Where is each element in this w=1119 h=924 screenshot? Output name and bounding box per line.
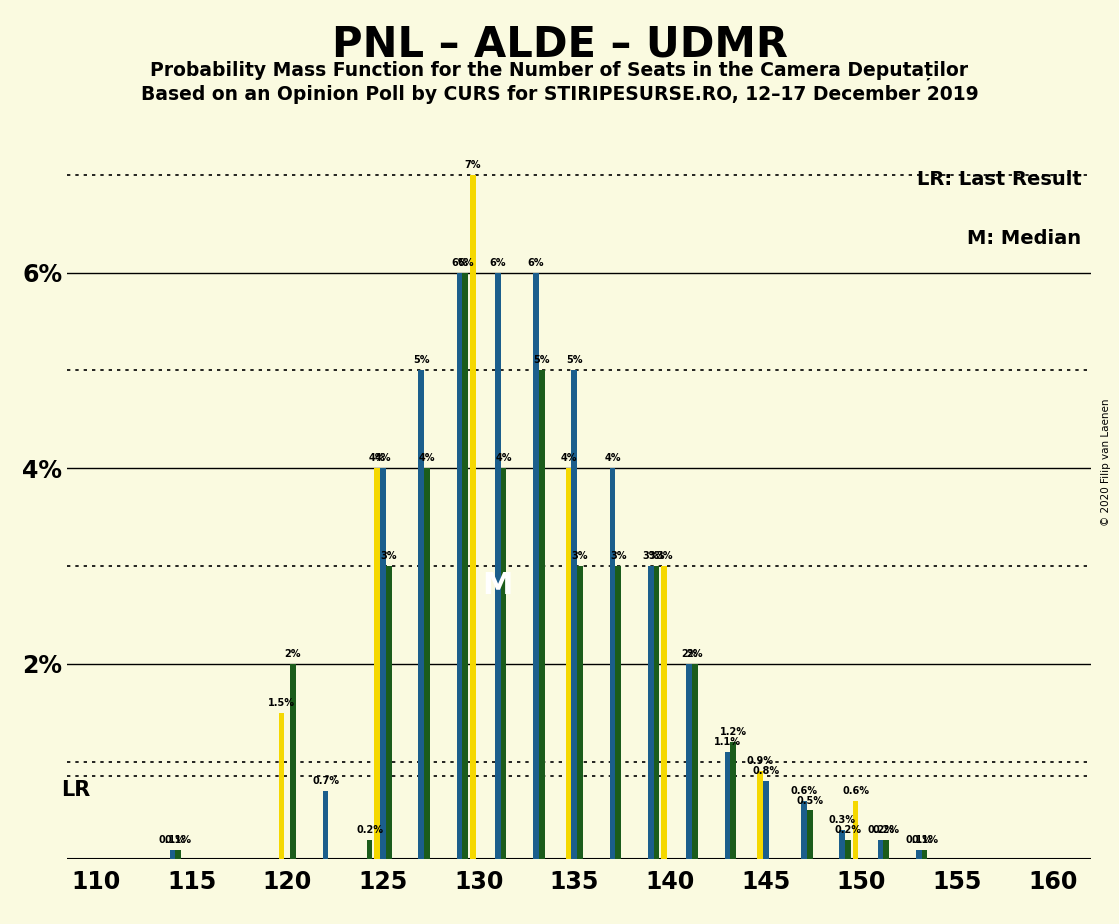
Bar	[170, 849, 176, 859]
Bar	[386, 565, 392, 859]
Bar	[845, 840, 850, 859]
Bar	[424, 468, 430, 859]
Text: 6%: 6%	[528, 258, 544, 268]
Bar	[758, 772, 763, 859]
Text: 2%: 2%	[680, 649, 697, 659]
Text: 0.6%: 0.6%	[790, 785, 818, 796]
Bar	[572, 371, 577, 859]
Text: 3%: 3%	[648, 551, 665, 561]
Text: 4%: 4%	[419, 454, 435, 463]
Text: 0.5%: 0.5%	[797, 796, 824, 806]
Text: 0.7%: 0.7%	[312, 776, 339, 786]
Text: 4%: 4%	[604, 454, 621, 463]
Text: 3%: 3%	[642, 551, 659, 561]
Text: 0.2%: 0.2%	[873, 825, 900, 835]
Bar	[692, 663, 698, 859]
Bar	[367, 840, 373, 859]
Bar	[533, 273, 539, 859]
Text: 4%: 4%	[496, 454, 511, 463]
Text: © 2020 Filip van Laenen: © 2020 Filip van Laenen	[1101, 398, 1110, 526]
Bar	[500, 468, 507, 859]
Text: 0.2%: 0.2%	[867, 825, 894, 835]
Text: 1.5%: 1.5%	[267, 698, 295, 708]
Bar	[176, 849, 181, 859]
Bar	[419, 371, 424, 859]
Text: 6%: 6%	[457, 258, 473, 268]
Text: 0.9%: 0.9%	[746, 757, 773, 766]
Bar	[615, 565, 621, 859]
Bar	[877, 840, 883, 859]
Bar	[883, 840, 890, 859]
Text: M: M	[482, 571, 513, 600]
Bar	[279, 712, 284, 859]
Bar	[495, 273, 500, 859]
Text: LR: Last Result: LR: Last Result	[916, 170, 1081, 188]
Bar	[566, 468, 572, 859]
Text: 1.2%: 1.2%	[720, 727, 746, 737]
Bar	[648, 565, 653, 859]
Text: 3%: 3%	[572, 551, 589, 561]
Text: 3%: 3%	[656, 551, 673, 561]
Text: 5%: 5%	[413, 356, 430, 365]
Text: 4%: 4%	[561, 454, 576, 463]
Text: 0.2%: 0.2%	[356, 825, 383, 835]
Text: 1.1%: 1.1%	[714, 736, 741, 747]
Text: 5%: 5%	[534, 356, 551, 365]
Text: 0.8%: 0.8%	[752, 766, 779, 776]
Bar	[661, 565, 667, 859]
Text: 0.1%: 0.1%	[905, 834, 932, 845]
Bar	[839, 830, 845, 859]
Text: Probability Mass Function for the Number of Seats in the Camera Deputaților: Probability Mass Function for the Number…	[150, 60, 969, 79]
Text: PNL – ALDE – UDMR: PNL – ALDE – UDMR	[331, 23, 788, 65]
Text: 7%: 7%	[464, 160, 481, 170]
Text: 4%: 4%	[375, 454, 392, 463]
Bar	[322, 791, 328, 859]
Bar	[462, 273, 468, 859]
Text: 3%: 3%	[380, 551, 397, 561]
Bar	[653, 565, 659, 859]
Bar	[577, 565, 583, 859]
Bar	[801, 800, 807, 859]
Text: 4%: 4%	[369, 454, 385, 463]
Bar	[763, 781, 769, 859]
Text: 3%: 3%	[610, 551, 627, 561]
Bar	[922, 849, 928, 859]
Bar	[731, 742, 736, 859]
Text: 0.1%: 0.1%	[911, 834, 938, 845]
Bar	[457, 273, 462, 859]
Bar	[470, 175, 476, 859]
Text: 2%: 2%	[687, 649, 703, 659]
Bar	[853, 800, 858, 859]
Text: 0.6%: 0.6%	[843, 785, 869, 796]
Text: 2%: 2%	[284, 649, 301, 659]
Text: 6%: 6%	[489, 258, 506, 268]
Bar	[380, 468, 386, 859]
Text: 5%: 5%	[566, 356, 583, 365]
Text: Based on an Opinion Poll by CURS for STIRIPESURSE.RO, 12–17 December 2019: Based on an Opinion Poll by CURS for STI…	[141, 85, 978, 104]
Text: LR: LR	[62, 780, 91, 800]
Bar	[375, 468, 380, 859]
Text: 0.1%: 0.1%	[164, 834, 191, 845]
Bar	[539, 371, 545, 859]
Text: 0.1%: 0.1%	[159, 834, 186, 845]
Bar	[724, 752, 731, 859]
Text: 6%: 6%	[451, 258, 468, 268]
Text: 0.2%: 0.2%	[835, 825, 862, 835]
Text: M: Median: M: Median	[967, 228, 1081, 248]
Bar	[610, 468, 615, 859]
Bar	[916, 849, 922, 859]
Bar	[807, 810, 812, 859]
Text: 0.3%: 0.3%	[829, 815, 856, 825]
Bar	[290, 663, 295, 859]
Bar	[686, 663, 692, 859]
